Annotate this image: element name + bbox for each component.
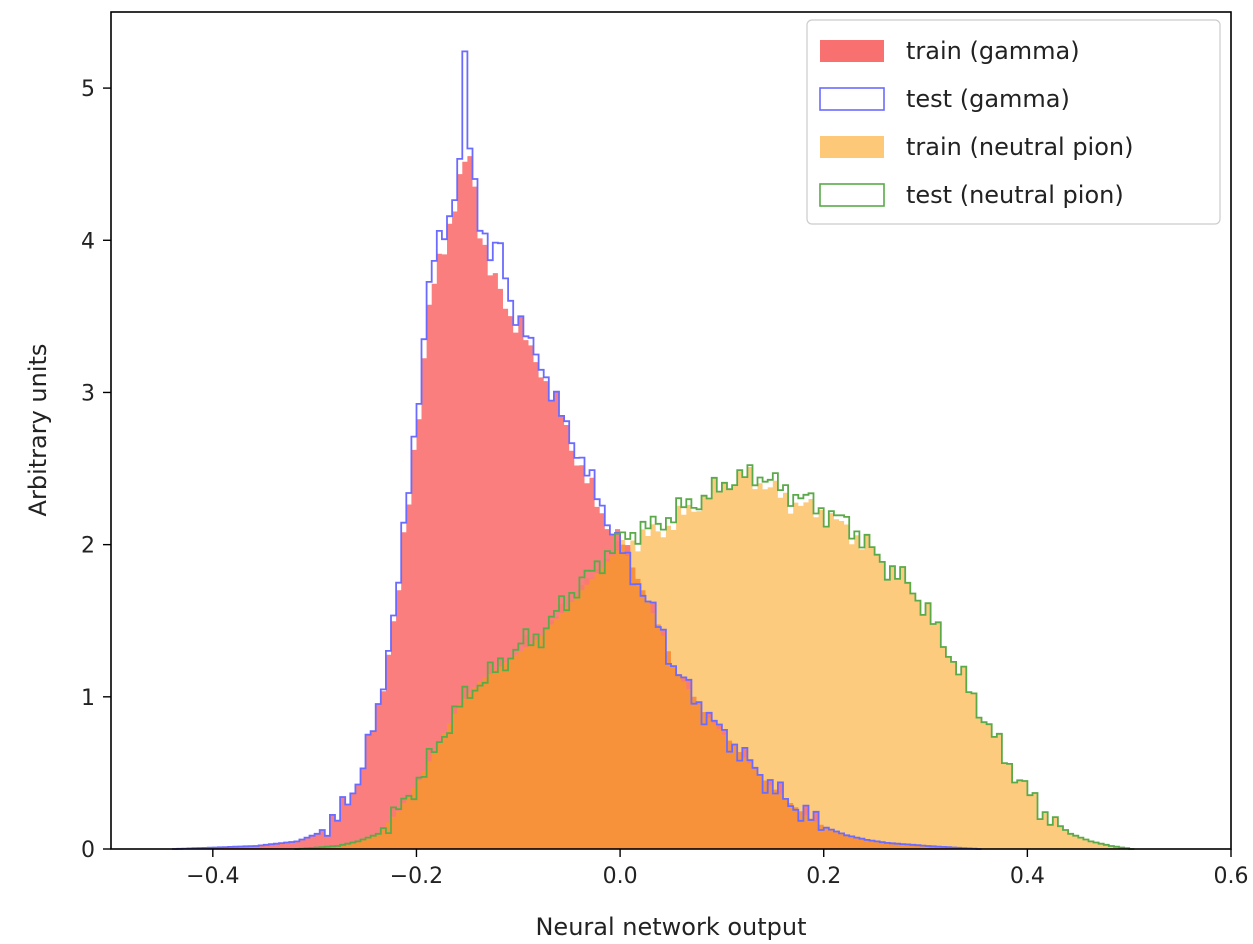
plot-frame xyxy=(110,11,1232,850)
y-tick-label: 2 xyxy=(81,534,95,559)
series-train-gamma xyxy=(172,156,982,850)
y-tick-label: 4 xyxy=(81,229,95,254)
legend-label: test (neutral pion) xyxy=(906,181,1124,209)
x-tick-label: 0.2 xyxy=(806,864,841,889)
legend-label: train (neutral pion) xyxy=(906,133,1133,161)
legend-swatch xyxy=(819,87,885,111)
y-axis-label: Arbitrary units xyxy=(24,344,52,517)
y-axis: 0 1 2 3 4 5 xyxy=(81,77,111,863)
x-tick-label: 0.4 xyxy=(1010,864,1045,889)
y-tick-label: 3 xyxy=(81,381,95,406)
overlap-region xyxy=(294,544,931,849)
x-axis: −0.4 −0.2 0.0 0.2 0.4 0.6 xyxy=(186,849,1249,889)
legend-swatch xyxy=(820,40,884,62)
series-layer xyxy=(172,50,1135,850)
legend: train (gamma) test (gamma) train (neutral … xyxy=(806,19,1221,225)
legend-swatch xyxy=(820,136,884,158)
y-tick-label: 0 xyxy=(81,838,95,863)
series-test-neutral-pion xyxy=(294,464,1135,850)
legend-box xyxy=(806,19,1221,225)
x-tick-label: −0.2 xyxy=(390,864,443,889)
series-test-gamma xyxy=(172,50,982,850)
legend-swatch xyxy=(819,183,885,207)
x-axis-label: Neural network output xyxy=(535,913,806,941)
legend-label: train (gamma) xyxy=(906,37,1080,65)
y-tick-label: 1 xyxy=(81,686,95,711)
x-tick-label: 0.6 xyxy=(1214,864,1249,889)
x-tick-label: 0.0 xyxy=(603,864,638,889)
y-tick-label: 5 xyxy=(81,77,95,102)
x-tick-label: −0.4 xyxy=(186,864,239,889)
legend-entries: train (gamma) test (gamma) train (neutral … xyxy=(819,37,1133,209)
legend-label: test (gamma) xyxy=(906,85,1070,113)
